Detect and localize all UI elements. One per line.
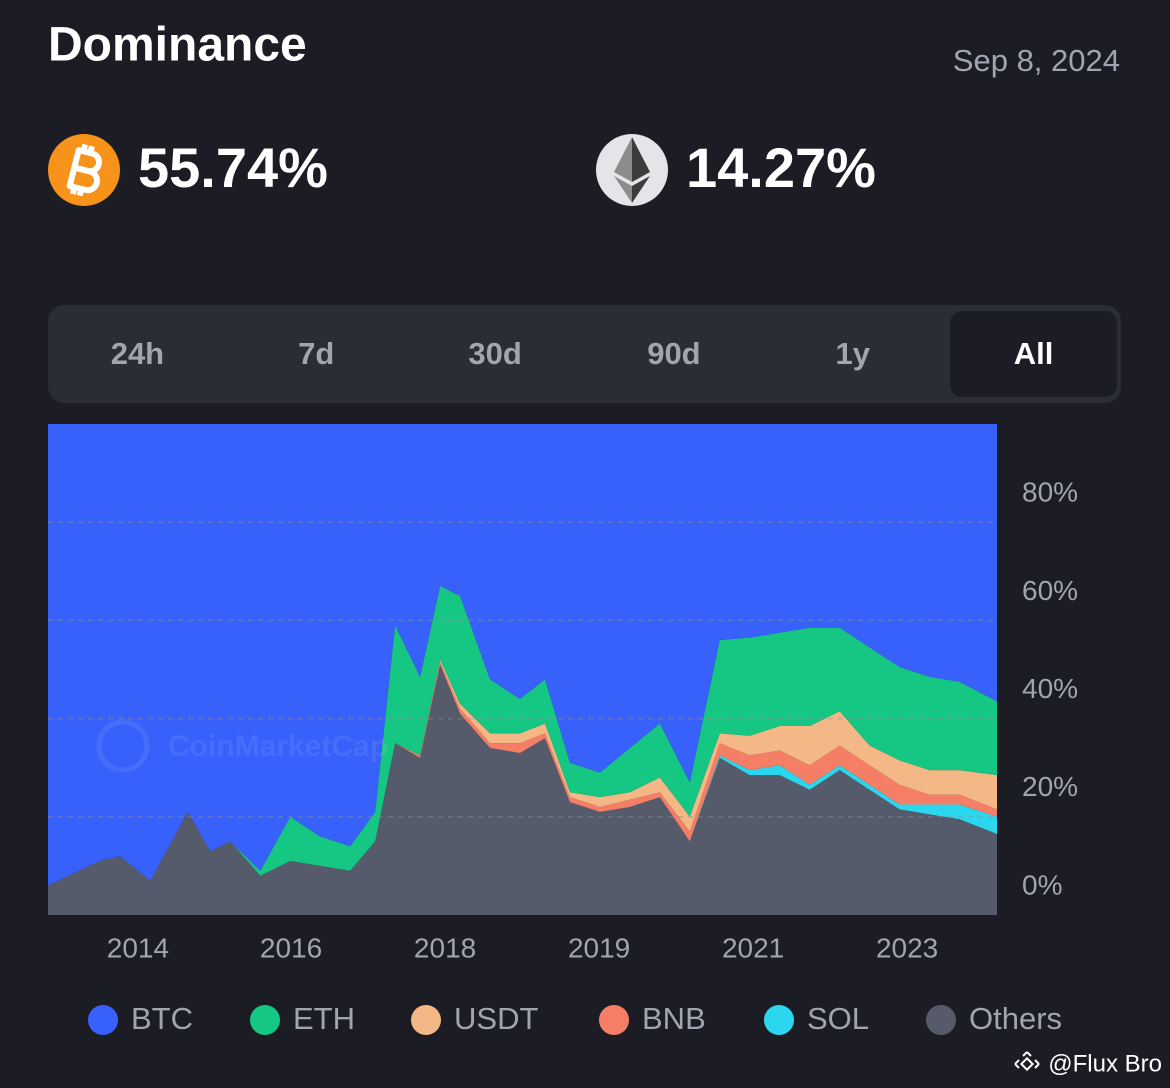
area-btc	[48, 424, 997, 886]
legend-label: BNB	[642, 1001, 706, 1036]
tab[interactable]: 90d	[647, 336, 700, 371]
tab-selected-bg[interactable]	[950, 311, 1117, 397]
tab[interactable]: 1y	[836, 336, 871, 371]
x-tick-label: 2016	[260, 932, 322, 963]
legend-swatch	[764, 1005, 794, 1035]
eth-glyph-left	[614, 137, 632, 182]
legend-label: Others	[969, 1001, 1062, 1036]
y-tick-label: 20%	[1022, 771, 1078, 802]
legend-swatch	[599, 1005, 629, 1035]
btc-dominance: 55.74%	[138, 136, 328, 199]
tab-bar	[48, 305, 1121, 403]
y-tick-label: 0%	[1022, 869, 1062, 900]
legend-swatch	[88, 1005, 118, 1035]
credit: @Flux Bro	[1014, 1050, 1162, 1077]
x-tick-label: 2019	[568, 932, 630, 963]
tab[interactable]: 30d	[468, 336, 521, 371]
area-eth	[48, 586, 997, 886]
eth-glyph-bottom-left	[614, 176, 632, 203]
tab-selected[interactable]: All	[1014, 336, 1054, 371]
tab[interactable]: 7d	[298, 336, 334, 371]
chart: CoinMarketCap 0% 20% 40% 60% 80% 2014 2016 2018 2…	[48, 424, 1078, 963]
watermark-logo	[96, 719, 150, 773]
btc-icon	[48, 134, 120, 206]
credit-icon-arms	[1014, 1051, 1040, 1069]
credit-text: @Flux Bro	[1048, 1050, 1162, 1077]
y-tick-label: 80%	[1022, 477, 1078, 508]
btc-glyph	[66, 143, 103, 197]
x-tick-label: 2021	[722, 932, 784, 963]
eth-dominance: 14.27%	[686, 136, 876, 199]
legend-swatch	[250, 1005, 280, 1035]
x-tick-label: 2023	[876, 932, 938, 963]
x-tick-label: 2018	[414, 932, 476, 963]
legend-swatch	[926, 1005, 956, 1035]
legend-swatch	[411, 1005, 441, 1035]
credit-icon	[1014, 1051, 1040, 1072]
btc-glyph-body	[66, 147, 103, 194]
y-tick-label: 60%	[1022, 575, 1078, 606]
eth-glyph-bottom-right	[632, 176, 650, 203]
legend-label: ETH	[293, 1001, 355, 1036]
legend-label: SOL	[807, 1001, 869, 1036]
area-others	[48, 664, 997, 915]
date: Sep 8, 2024	[953, 43, 1120, 78]
watermark: CoinMarketCap	[168, 730, 388, 763]
eth-glyph-right	[632, 137, 650, 182]
area-bnb	[48, 662, 997, 886]
tab[interactable]: 24h	[111, 336, 164, 371]
credit-icon-center	[1019, 1056, 1035, 1072]
page-title: Dominance	[48, 19, 307, 72]
btc-glyph-ticks	[69, 143, 95, 197]
y-tick-label: 40%	[1022, 673, 1078, 704]
legend-label: BTC	[131, 1001, 193, 1036]
x-tick-label: 2014	[107, 932, 169, 963]
tabs: 24h 7d 30d 90d 1y All	[111, 311, 1117, 397]
legend: BTC ETH USDT BNB SOL Others	[88, 1001, 1062, 1036]
eth-icon	[596, 134, 668, 206]
legend-label: USDT	[454, 1001, 538, 1036]
